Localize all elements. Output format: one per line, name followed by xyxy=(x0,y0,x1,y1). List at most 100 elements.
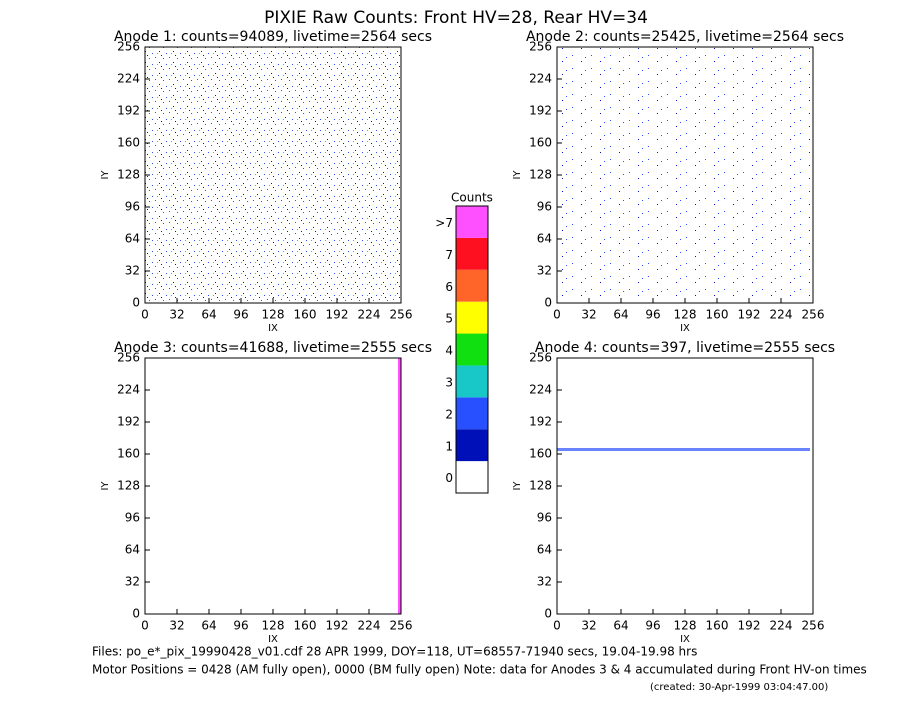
x-tick-label: 160 xyxy=(294,619,317,633)
speckle xyxy=(145,47,401,302)
x-tick-label: 192 xyxy=(326,619,349,633)
color-swatch xyxy=(456,301,488,334)
edge-strip xyxy=(398,358,401,614)
y-tick-label: 32 xyxy=(125,264,140,278)
x-tick-label: 224 xyxy=(358,619,381,633)
x-tick-label: 224 xyxy=(770,308,793,322)
y-tick-label: 160 xyxy=(117,136,140,150)
x-tick-label: 0 xyxy=(553,308,561,322)
x-tick-label: 160 xyxy=(706,619,729,633)
color-swatch xyxy=(456,461,488,493)
y-axis-label: IY xyxy=(512,170,523,180)
y-tick-label: 0 xyxy=(544,607,552,621)
color-swatch xyxy=(456,365,488,398)
y-tick-label: 0 xyxy=(544,296,552,310)
y-tick-label: 64 xyxy=(125,232,140,246)
y-tick-label: 160 xyxy=(117,447,140,461)
page-title: PIXIE Raw Counts: Front HV=28, Rear HV=3… xyxy=(264,8,648,28)
x-tick-label: 32 xyxy=(581,308,596,322)
x-tick-label: 128 xyxy=(674,308,697,322)
y-tick-label: 96 xyxy=(125,511,140,525)
x-tick-label: 192 xyxy=(738,308,761,322)
speckle xyxy=(557,47,812,302)
y-tick-label: 224 xyxy=(117,72,140,86)
x-tick-label: 0 xyxy=(141,308,149,322)
y-tick-label: 160 xyxy=(529,136,552,150)
y-axis-label: IY xyxy=(100,481,111,491)
x-tick-label: 128 xyxy=(674,619,697,633)
colorbar-label: 0 xyxy=(445,471,453,485)
plot-frame xyxy=(556,357,814,615)
x-tick-label: 0 xyxy=(553,619,561,633)
footer-note: (created: 30-Apr-1999 03:04:47.00) xyxy=(650,682,828,693)
x-tick-label: 96 xyxy=(233,619,248,633)
colorbar-frame xyxy=(455,205,489,494)
x-tick-label: 256 xyxy=(390,619,413,633)
x-tick-label: 32 xyxy=(169,619,184,633)
y-tick-label: 32 xyxy=(537,264,552,278)
y-tick-label: 192 xyxy=(529,104,552,118)
x-axis-label: IX xyxy=(268,634,278,645)
x-tick-label: 64 xyxy=(613,619,628,633)
panel-title: Anode 2: counts=25425, livetime=2564 sec… xyxy=(526,29,844,45)
x-tick-label: 224 xyxy=(358,308,381,322)
y-tick-label: 192 xyxy=(117,104,140,118)
x-tick-label: 224 xyxy=(770,619,793,633)
color-swatch xyxy=(456,237,488,270)
colorbar-label: 6 xyxy=(445,280,453,294)
x-tick-label: 192 xyxy=(738,619,761,633)
colorbar-label: 7 xyxy=(445,248,453,262)
x-tick-label: 0 xyxy=(141,619,149,633)
y-tick-label: 128 xyxy=(117,479,140,493)
x-tick-label: 96 xyxy=(233,308,248,322)
x-axis-label: IX xyxy=(268,323,278,334)
y-tick-label: 128 xyxy=(529,479,552,493)
x-tick-label: 160 xyxy=(294,308,317,322)
x-tick-label: 128 xyxy=(262,308,285,322)
x-tick-label: 64 xyxy=(201,619,216,633)
stripe xyxy=(557,448,810,451)
y-tick-label: 0 xyxy=(132,296,140,310)
y-tick-label: 32 xyxy=(537,575,552,589)
x-tick-label: 192 xyxy=(326,308,349,322)
x-tick-label: 96 xyxy=(645,308,660,322)
color-swatch xyxy=(456,333,488,366)
y-axis-label: IY xyxy=(512,481,523,491)
y-tick-label: 192 xyxy=(117,415,140,429)
y-tick-label: 64 xyxy=(125,543,140,557)
y-tick-label: 64 xyxy=(537,543,552,557)
footer-line: Motor Positions = 0428 (AM fully open), … xyxy=(92,663,867,677)
panel-title: Anode 4: counts=397, livetime=2555 secs xyxy=(535,340,835,356)
footer-line: Files: po_e*_pix_19990428_v01.cdf 28 APR… xyxy=(92,645,697,659)
y-tick-label: 256 xyxy=(117,40,140,54)
colorbar-label: >7 xyxy=(435,216,453,230)
color-swatch xyxy=(456,397,488,430)
y-tick-label: 224 xyxy=(117,383,140,397)
y-tick-label: 32 xyxy=(125,575,140,589)
x-tick-label: 64 xyxy=(613,308,628,322)
plot-frame xyxy=(144,357,402,615)
y-tick-label: 256 xyxy=(529,40,552,54)
x-tick-label: 256 xyxy=(390,308,413,322)
x-axis-label: IX xyxy=(680,323,690,334)
colorbar-label: 4 xyxy=(445,344,453,358)
color-swatch xyxy=(456,206,488,238)
y-tick-label: 128 xyxy=(529,168,552,182)
x-tick-label: 64 xyxy=(201,308,216,322)
colorbar-label: 1 xyxy=(445,439,453,453)
y-tick-label: 224 xyxy=(529,383,552,397)
y-tick-label: 256 xyxy=(529,351,552,365)
x-tick-label: 256 xyxy=(802,619,825,633)
x-tick-label: 32 xyxy=(169,308,184,322)
y-tick-label: 128 xyxy=(117,168,140,182)
x-axis-label: IX xyxy=(680,634,690,645)
y-tick-label: 256 xyxy=(117,351,140,365)
y-tick-label: 96 xyxy=(537,511,552,525)
panel-title: Anode 1: counts=94089, livetime=2564 sec… xyxy=(114,29,432,45)
x-tick-label: 128 xyxy=(262,619,285,633)
x-tick-label: 160 xyxy=(706,308,729,322)
y-axis-label: IY xyxy=(100,170,111,180)
colorbar-title: Counts xyxy=(451,191,493,205)
y-tick-label: 96 xyxy=(125,200,140,214)
